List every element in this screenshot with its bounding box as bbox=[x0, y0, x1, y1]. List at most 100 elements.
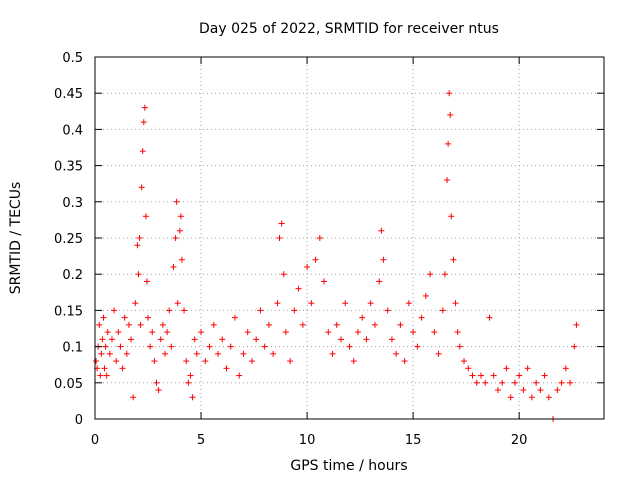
data-point bbox=[541, 372, 548, 379]
data-point bbox=[414, 343, 421, 350]
data-point bbox=[132, 300, 139, 307]
data-point bbox=[397, 321, 404, 328]
data-point bbox=[139, 148, 146, 155]
data-point bbox=[446, 90, 453, 97]
data-point bbox=[482, 379, 489, 386]
data-point bbox=[143, 278, 150, 285]
y-tick-label: 0.3 bbox=[62, 196, 83, 211]
data-point bbox=[253, 336, 260, 343]
data-point bbox=[265, 321, 272, 328]
data-point bbox=[524, 365, 531, 372]
data-point bbox=[147, 343, 154, 350]
x-tick-label: 0 bbox=[91, 433, 99, 448]
data-point bbox=[473, 379, 480, 386]
data-point bbox=[562, 365, 569, 372]
data-point bbox=[159, 321, 166, 328]
data-point bbox=[153, 379, 160, 386]
data-point bbox=[511, 379, 518, 386]
data-point bbox=[477, 372, 484, 379]
data-point bbox=[333, 321, 340, 328]
data-point bbox=[299, 321, 306, 328]
data-point bbox=[304, 263, 311, 270]
data-point bbox=[170, 263, 177, 270]
data-point bbox=[427, 271, 434, 278]
data-point bbox=[145, 314, 152, 321]
data-point bbox=[367, 300, 374, 307]
x-tick-label: 5 bbox=[197, 433, 205, 448]
data-point bbox=[378, 227, 385, 234]
data-point bbox=[108, 336, 115, 343]
data-point bbox=[189, 394, 196, 401]
data-point bbox=[99, 336, 106, 343]
data-point bbox=[516, 372, 523, 379]
x-tick-label: 20 bbox=[511, 433, 528, 448]
data-point bbox=[447, 111, 454, 118]
y-tick-label: 0 bbox=[75, 413, 83, 428]
data-point bbox=[236, 372, 243, 379]
data-point bbox=[135, 271, 142, 278]
grid-lines bbox=[95, 57, 604, 419]
data-point bbox=[185, 379, 192, 386]
data-point bbox=[166, 307, 173, 314]
data-point bbox=[567, 379, 574, 386]
data-point bbox=[102, 343, 109, 350]
data-point bbox=[115, 329, 122, 336]
data-point bbox=[96, 321, 103, 328]
data-point bbox=[93, 358, 100, 365]
data-point bbox=[454, 329, 461, 336]
data-point bbox=[111, 307, 118, 314]
data-point bbox=[134, 242, 141, 249]
data-point bbox=[177, 213, 184, 220]
data-point bbox=[149, 329, 156, 336]
data-point bbox=[573, 321, 580, 328]
y-tick-labels: 0 0.05 0.1 0.15 0.2 0.25 0.3 0.35 0.4 0.45 0.5 bbox=[54, 51, 83, 428]
data-point bbox=[113, 358, 120, 365]
data-point bbox=[215, 350, 222, 357]
data-point bbox=[499, 379, 506, 386]
data-point bbox=[393, 350, 400, 357]
y-tick-label: 0.15 bbox=[54, 304, 83, 319]
data-point bbox=[342, 300, 349, 307]
data-point bbox=[141, 104, 148, 111]
data-point bbox=[461, 358, 468, 365]
data-point bbox=[571, 343, 578, 350]
data-point bbox=[178, 256, 185, 263]
data-point bbox=[291, 307, 298, 314]
data-point bbox=[244, 329, 251, 336]
data-point bbox=[371, 321, 378, 328]
data-point bbox=[97, 372, 104, 379]
data-point bbox=[554, 387, 561, 394]
data-point bbox=[240, 350, 247, 357]
data-point bbox=[261, 343, 268, 350]
data-points bbox=[93, 90, 580, 422]
data-point bbox=[142, 213, 149, 220]
data-point bbox=[191, 336, 198, 343]
data-point bbox=[558, 379, 565, 386]
data-point bbox=[106, 350, 113, 357]
data-point bbox=[445, 140, 452, 147]
data-point bbox=[121, 314, 128, 321]
data-point bbox=[280, 271, 287, 278]
data-point bbox=[138, 184, 145, 191]
data-point bbox=[465, 365, 472, 372]
data-point bbox=[164, 329, 171, 336]
data-point bbox=[172, 235, 179, 241]
y-tick-label: 0.1 bbox=[62, 341, 83, 356]
data-point bbox=[469, 372, 476, 379]
axis-ticks bbox=[94, 56, 604, 420]
data-point bbox=[155, 387, 162, 394]
data-point bbox=[276, 235, 283, 241]
data-point bbox=[117, 343, 124, 350]
data-point bbox=[384, 307, 391, 314]
data-point bbox=[274, 300, 281, 307]
data-point bbox=[422, 292, 429, 299]
data-point bbox=[431, 329, 438, 336]
data-point bbox=[193, 350, 200, 357]
y-tick-label: 0.45 bbox=[54, 87, 83, 102]
data-point bbox=[202, 358, 209, 365]
data-point bbox=[503, 365, 510, 372]
data-point bbox=[520, 387, 527, 394]
x-tick-label: 10 bbox=[299, 433, 316, 448]
data-point bbox=[410, 329, 417, 336]
data-point bbox=[350, 358, 357, 365]
